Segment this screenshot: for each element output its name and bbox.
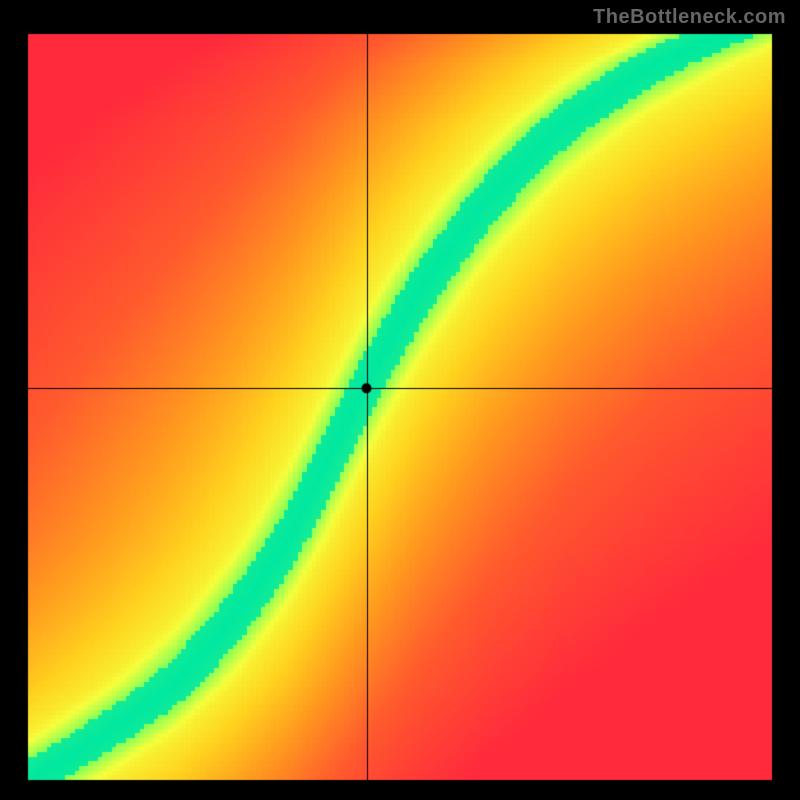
bottleneck-heatmap (0, 0, 800, 800)
chart-container: TheBottleneck.com (0, 0, 800, 800)
watermark-label: TheBottleneck.com (593, 6, 786, 29)
